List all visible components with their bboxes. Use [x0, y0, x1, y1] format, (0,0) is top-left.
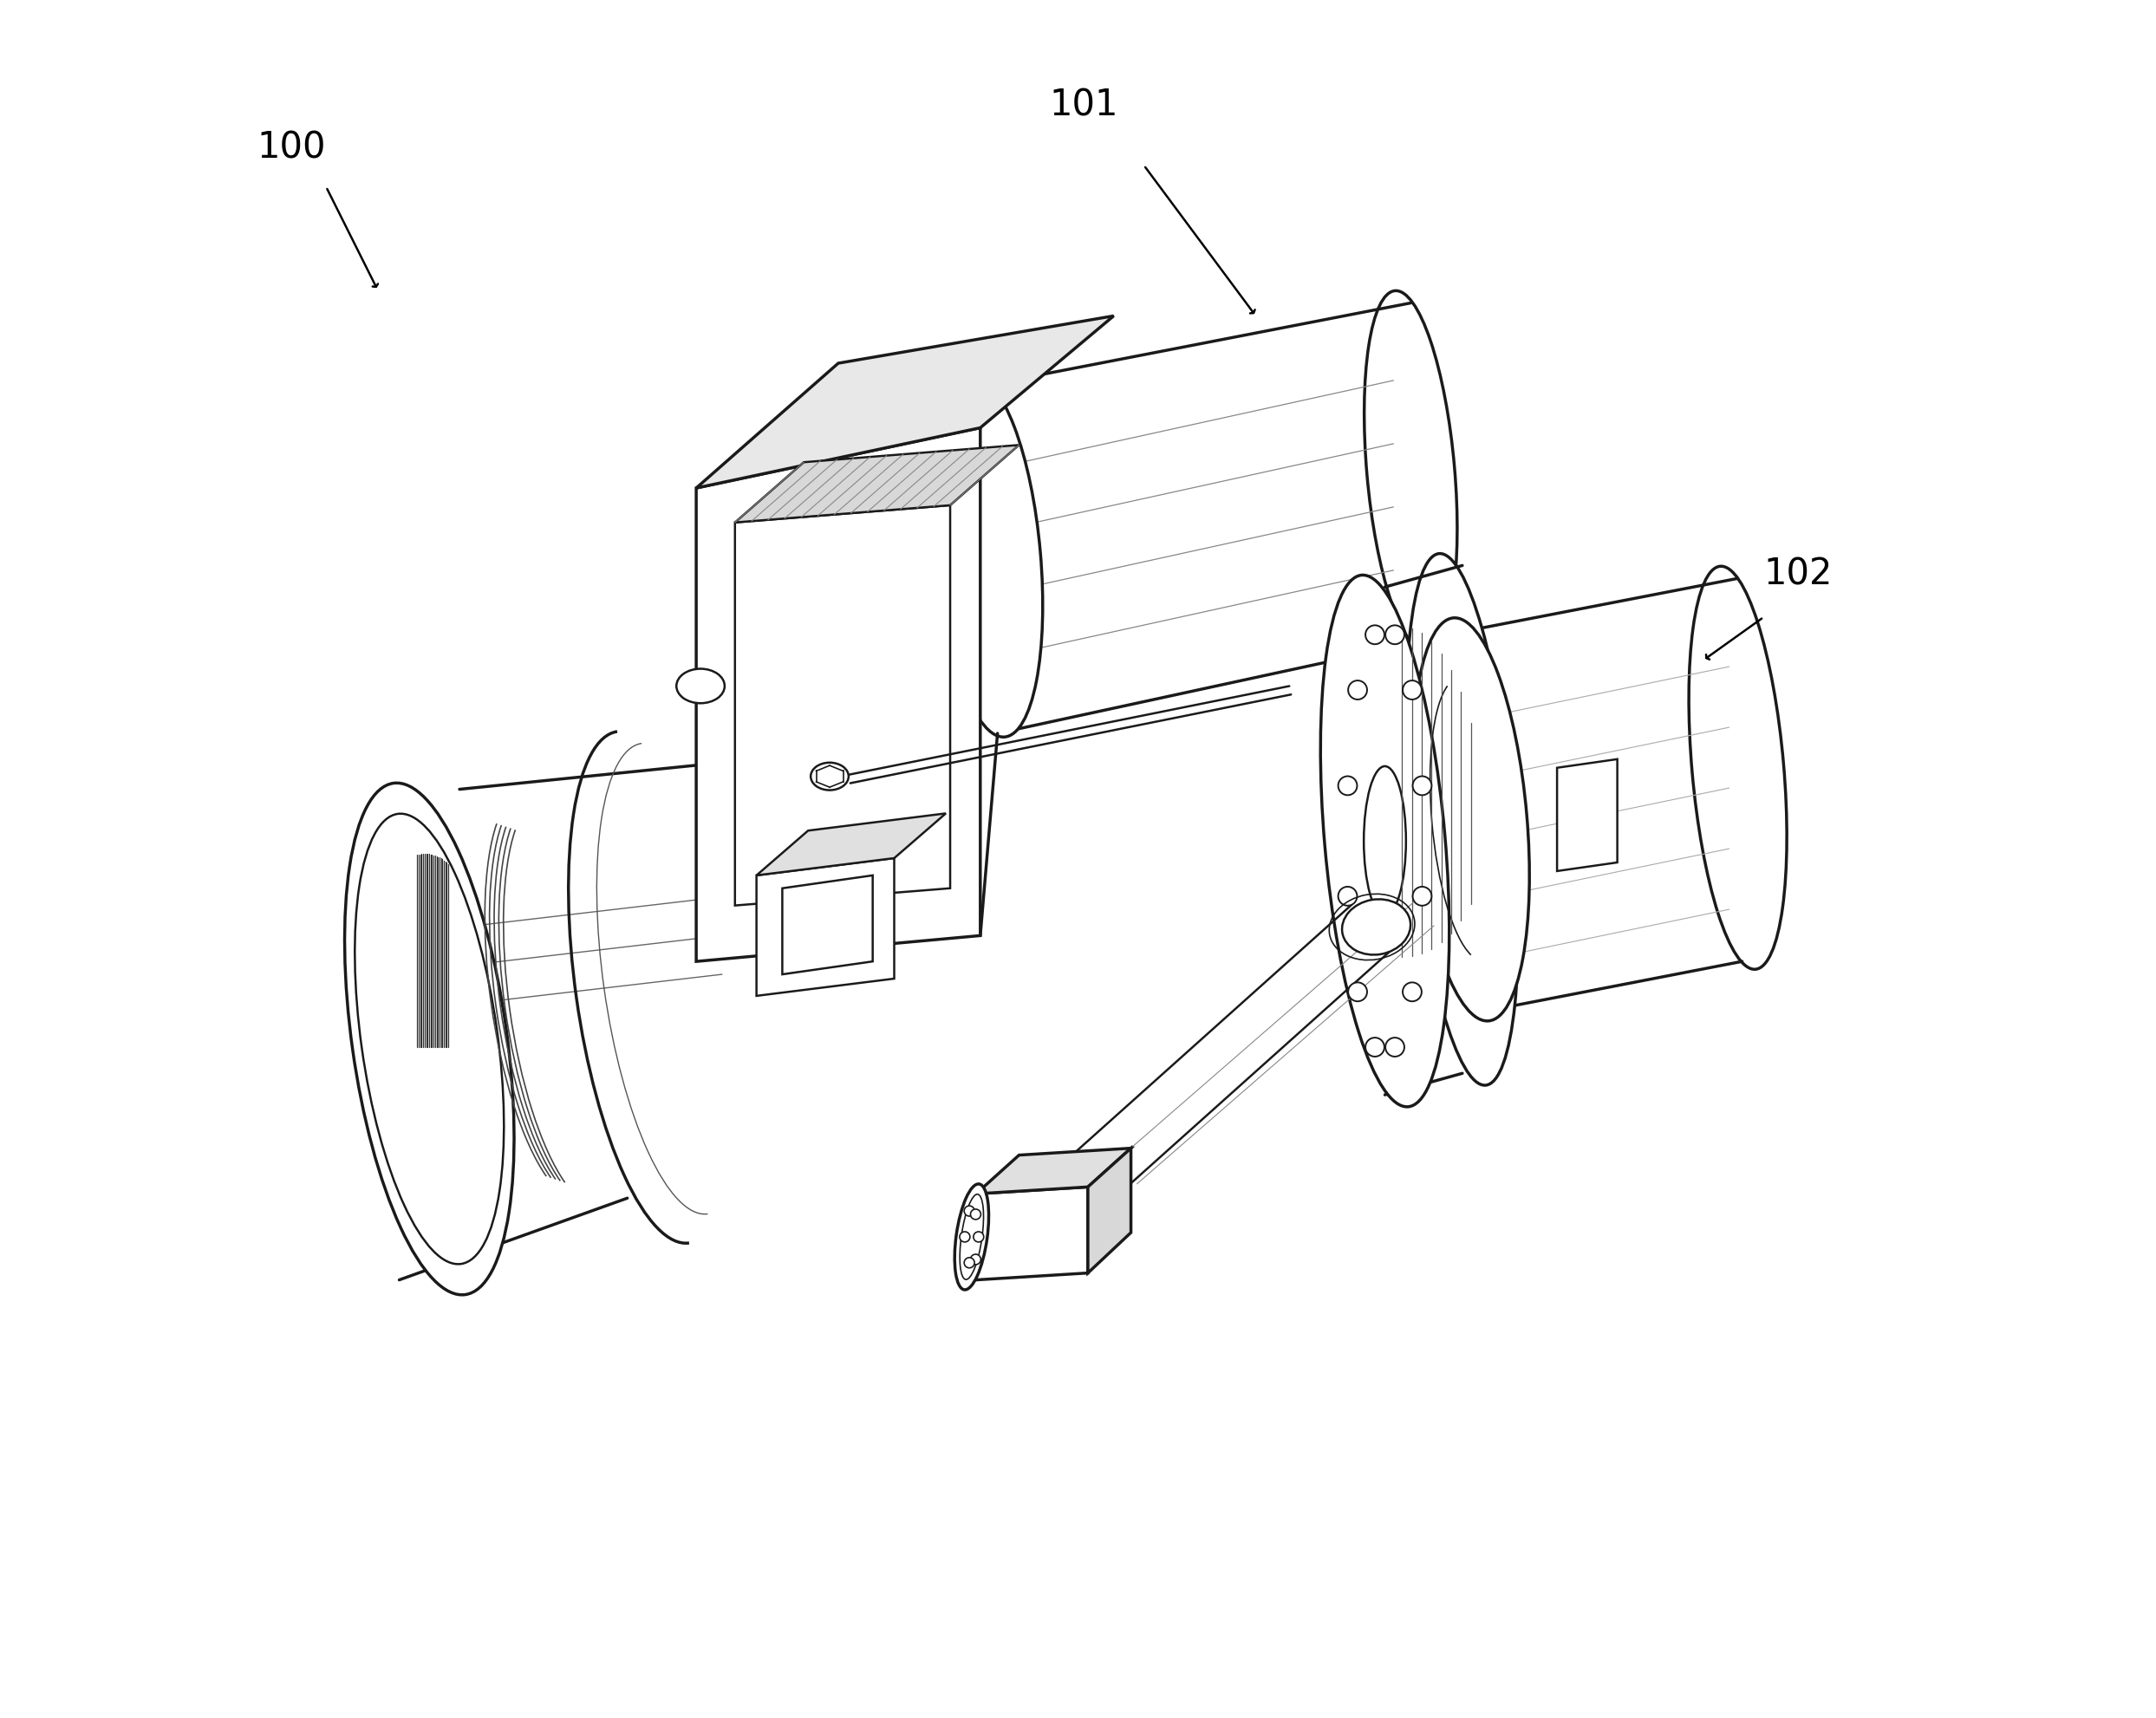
Ellipse shape	[1386, 1038, 1404, 1057]
Ellipse shape	[936, 376, 1044, 737]
Ellipse shape	[964, 1206, 975, 1216]
Ellipse shape	[811, 763, 849, 790]
Polygon shape	[977, 1148, 1132, 1194]
Ellipse shape	[1412, 618, 1529, 1020]
Ellipse shape	[959, 1194, 983, 1280]
Polygon shape	[1089, 1148, 1132, 1273]
Text: 101: 101	[1050, 88, 1119, 124]
Polygon shape	[977, 1187, 1089, 1280]
Ellipse shape	[1319, 576, 1449, 1106]
Polygon shape	[757, 857, 895, 996]
Ellipse shape	[1404, 983, 1421, 1002]
Polygon shape	[696, 428, 981, 962]
Ellipse shape	[955, 1184, 990, 1290]
Ellipse shape	[345, 783, 513, 1295]
Text: 100: 100	[257, 131, 326, 167]
Ellipse shape	[1341, 899, 1410, 955]
Polygon shape	[735, 505, 951, 905]
Ellipse shape	[970, 1209, 981, 1220]
Ellipse shape	[1348, 983, 1367, 1002]
Ellipse shape	[1365, 625, 1384, 644]
Polygon shape	[696, 316, 1115, 488]
Ellipse shape	[1412, 777, 1432, 795]
Ellipse shape	[1348, 680, 1367, 699]
Ellipse shape	[1404, 680, 1421, 699]
Ellipse shape	[1406, 553, 1518, 1086]
Polygon shape	[735, 445, 1020, 522]
Ellipse shape	[1365, 766, 1406, 916]
Ellipse shape	[1365, 290, 1457, 651]
Polygon shape	[1557, 759, 1617, 871]
Ellipse shape	[1386, 625, 1404, 644]
Polygon shape	[757, 813, 946, 876]
Ellipse shape	[970, 1254, 981, 1264]
Ellipse shape	[1412, 886, 1432, 905]
Ellipse shape	[1339, 886, 1356, 905]
Ellipse shape	[972, 1232, 983, 1242]
Ellipse shape	[964, 1258, 975, 1268]
Ellipse shape	[959, 1232, 970, 1242]
Ellipse shape	[677, 668, 724, 703]
Ellipse shape	[1339, 777, 1356, 795]
Ellipse shape	[356, 814, 505, 1264]
Polygon shape	[783, 876, 873, 974]
Ellipse shape	[1365, 1038, 1384, 1057]
Text: 102: 102	[1764, 557, 1833, 593]
Ellipse shape	[1688, 567, 1787, 969]
